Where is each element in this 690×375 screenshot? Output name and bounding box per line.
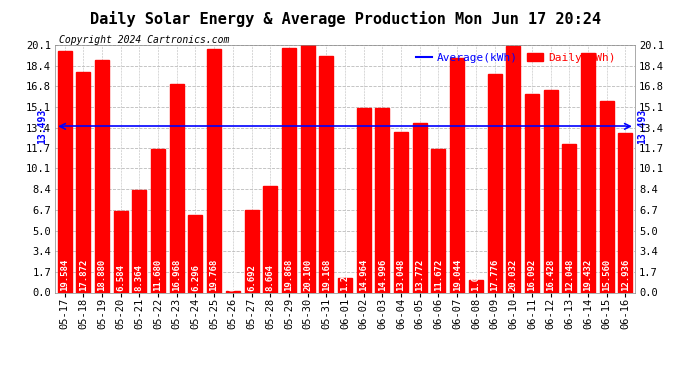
Bar: [188, 215, 202, 292]
Bar: [375, 108, 389, 292]
Text: 1.216: 1.216: [340, 264, 350, 291]
Bar: [282, 48, 296, 292]
Bar: [244, 210, 259, 292]
Bar: [525, 94, 539, 292]
Text: 20.100: 20.100: [303, 259, 312, 291]
Bar: [600, 101, 614, 292]
Text: 12.936: 12.936: [621, 259, 630, 291]
Text: 8.664: 8.664: [266, 264, 275, 291]
Text: 11.672: 11.672: [434, 259, 443, 291]
Text: 19.584: 19.584: [60, 259, 69, 291]
Text: 6.296: 6.296: [191, 264, 200, 291]
Bar: [431, 149, 446, 292]
Text: 13.772: 13.772: [415, 259, 424, 291]
Bar: [114, 211, 128, 292]
Text: 6.692: 6.692: [247, 264, 256, 291]
Bar: [338, 278, 352, 292]
Text: 16.968: 16.968: [172, 259, 181, 291]
Bar: [95, 60, 109, 292]
Text: 19.168: 19.168: [322, 259, 331, 291]
Bar: [132, 189, 146, 292]
Text: 14.996: 14.996: [378, 259, 387, 291]
Text: 20.032: 20.032: [509, 259, 518, 291]
Text: 0.116: 0.116: [228, 264, 237, 291]
Bar: [76, 72, 90, 292]
Text: 14.964: 14.964: [359, 259, 368, 291]
Text: 19.768: 19.768: [210, 259, 219, 291]
Text: 8.364: 8.364: [135, 264, 144, 291]
Bar: [226, 291, 240, 292]
Bar: [319, 57, 333, 292]
Bar: [581, 53, 595, 292]
Bar: [57, 51, 72, 292]
Bar: [170, 84, 184, 292]
Bar: [562, 144, 576, 292]
Legend: Average(kWh), Daily(kWh): Average(kWh), Daily(kWh): [413, 51, 618, 65]
Text: 1.052: 1.052: [471, 264, 480, 291]
Bar: [301, 45, 315, 292]
Text: 15.560: 15.560: [602, 259, 611, 291]
Bar: [544, 90, 558, 292]
Text: Copyright 2024 Cartronics.com: Copyright 2024 Cartronics.com: [59, 35, 229, 45]
Text: 19.868: 19.868: [284, 259, 293, 291]
Text: 13.493: 13.493: [638, 109, 647, 144]
Bar: [207, 49, 221, 292]
Bar: [618, 133, 633, 292]
Bar: [450, 58, 464, 292]
Bar: [151, 148, 165, 292]
Bar: [506, 46, 520, 292]
Text: 6.584: 6.584: [116, 264, 125, 291]
Bar: [357, 108, 371, 292]
Text: 16.428: 16.428: [546, 259, 555, 291]
Bar: [413, 123, 427, 292]
Bar: [263, 186, 277, 292]
Text: 17.776: 17.776: [490, 259, 499, 291]
Text: Daily Solar Energy & Average Production Mon Jun 17 20:24: Daily Solar Energy & Average Production …: [90, 11, 600, 27]
Text: 19.432: 19.432: [584, 259, 593, 291]
Text: 19.044: 19.044: [453, 259, 462, 291]
Text: 17.872: 17.872: [79, 259, 88, 291]
Text: 11.680: 11.680: [154, 259, 163, 291]
Text: 16.092: 16.092: [527, 259, 536, 291]
Text: 12.048: 12.048: [565, 259, 574, 291]
Text: 18.880: 18.880: [97, 259, 106, 291]
Bar: [469, 279, 483, 292]
Text: 13.048: 13.048: [397, 259, 406, 291]
Bar: [394, 132, 408, 292]
Text: 13.493: 13.493: [37, 109, 47, 144]
Bar: [488, 74, 502, 292]
